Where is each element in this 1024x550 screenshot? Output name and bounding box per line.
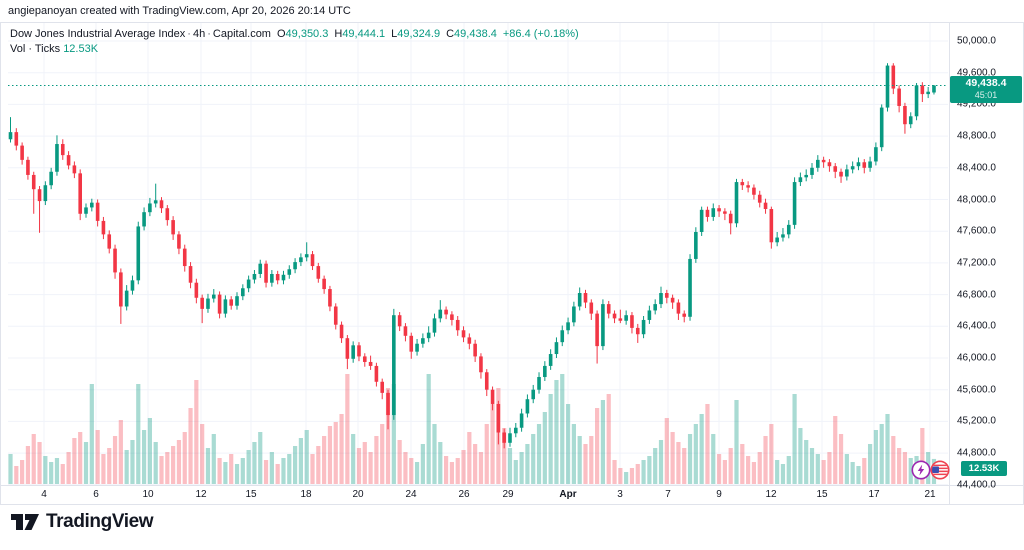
ohlc-open: O49,350.3 [276, 28, 329, 40]
legend-row-volume: Vol · Ticks 12.53K [10, 42, 579, 56]
time-axis-label: 21 [924, 489, 936, 500]
time-axis-label: 24 [405, 489, 417, 500]
lightning-icon[interactable] [911, 460, 931, 480]
price-axis-label: 48,400.0 [957, 162, 996, 174]
tradingview-logo-text: TradingView [46, 511, 154, 532]
price-axis-label: 46,800.0 [957, 289, 996, 301]
chart-legend: Dow Jones Industrial Average Index · 4h · Ca… [10, 27, 579, 56]
change-value: +86.4 (+0.18%) [502, 28, 579, 40]
price-axis-label: 47,200.0 [957, 257, 996, 269]
ohlc-close: C49,438.4 [446, 28, 497, 40]
price-axis-label: 48,000.0 [957, 194, 996, 205]
price-axis-label: 46,400.0 [957, 320, 996, 332]
us-flag-icon [930, 460, 950, 480]
attribution-text: angiepanoyan created with TradingView.co… [8, 5, 351, 17]
last-price-value: 49,438.4 [965, 77, 1007, 89]
time-axis-label: 26 [458, 489, 470, 500]
tradingview-logo[interactable]: TradingView [10, 511, 154, 533]
exchange-label: Capital.com [212, 28, 271, 40]
time-axis-label: 10 [142, 489, 154, 500]
price-axis-label: 44,400.0 [957, 479, 996, 491]
tradingview-logo-mark [11, 514, 39, 530]
symbol-title[interactable]: Dow Jones Industrial Average Index [10, 28, 186, 40]
time-axis-label: Apr [559, 489, 577, 500]
time-axis-label: 3 [617, 489, 623, 500]
last-price-badge: 49,438.4 45:01 [950, 76, 1022, 103]
price-axis-label: 45,200.0 [957, 415, 996, 427]
time-axis-label: 7 [665, 489, 671, 500]
time-axis-label: 9 [716, 489, 722, 500]
time-axis-label: 17 [868, 489, 880, 500]
volume-badge: 12.53K [961, 461, 1007, 476]
time-axis-label: 20 [352, 489, 364, 500]
ohlc-low: L49,324.9 [391, 28, 441, 40]
volume-study-label[interactable]: Vol · Ticks [10, 43, 61, 55]
legend-row-symbol: Dow Jones Industrial Average Index · 4h · Ca… [10, 27, 579, 41]
time-axis-label: 29 [502, 489, 514, 500]
legend-separator: · [187, 28, 191, 40]
price-axis-label: 44,800.0 [957, 447, 996, 459]
price-axis-label: 49,600.0 [957, 67, 996, 79]
price-axis-label: 45,600.0 [957, 384, 996, 396]
time-axis-label: 18 [300, 489, 312, 500]
interval-label[interactable]: 4h [192, 28, 206, 40]
time-axis-label: 15 [816, 489, 828, 500]
ohlc-high: H49,444.1 [334, 28, 386, 40]
volume-value: 12.53K [63, 43, 99, 55]
time-axis-label: 4 [41, 489, 47, 500]
price-axis-label: 48,800.0 [957, 130, 996, 142]
price-axis-label: 50,000.0 [957, 35, 996, 47]
legend-separator: · [207, 28, 211, 40]
price-axis-label: 49,200.0 [957, 98, 996, 110]
bar-countdown: 45:01 [974, 90, 998, 100]
price-axis-label: 47,600.0 [957, 225, 996, 237]
time-axis-label: 12 [195, 489, 207, 500]
time-axis-label: 12 [765, 489, 777, 500]
time-axis-label: 6 [93, 489, 99, 500]
time-axis-label: 15 [245, 489, 257, 500]
price-axis-label: 46,000.0 [957, 352, 996, 364]
